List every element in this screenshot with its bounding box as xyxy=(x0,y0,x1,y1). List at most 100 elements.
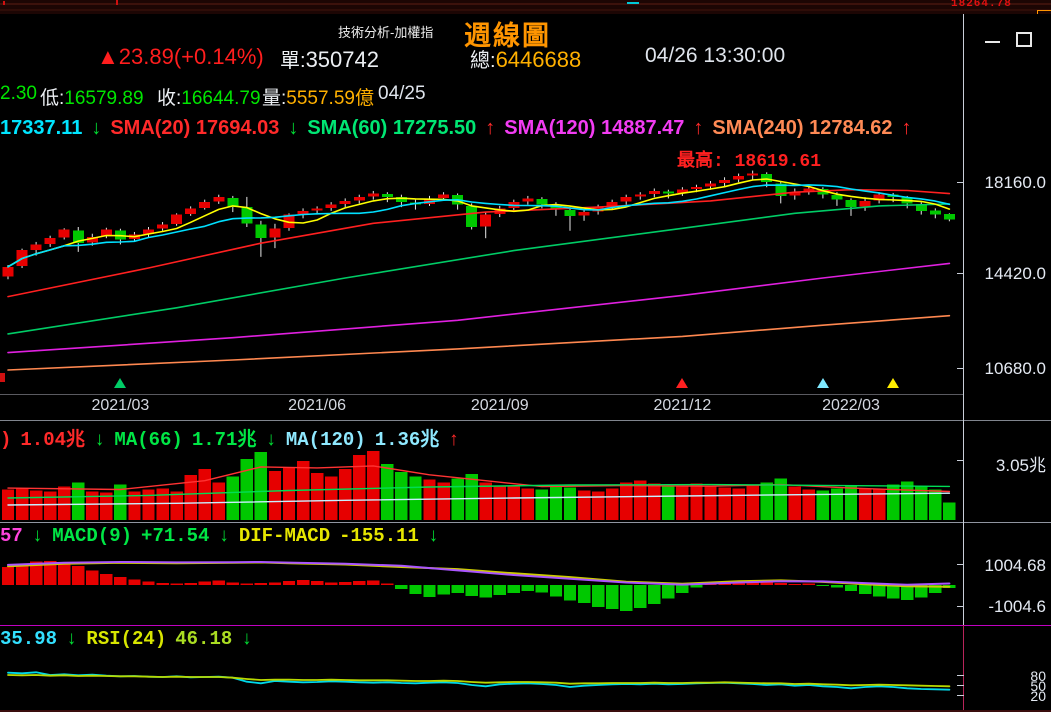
high-value-partial: 2.30 xyxy=(0,83,37,104)
legend-segment: ↓ xyxy=(31,525,44,547)
legend-segment: ↓ xyxy=(218,525,230,547)
x-axis-month-label: 2021/03 xyxy=(91,397,150,414)
quote-datetime: 04/26 13:30:00 xyxy=(645,44,786,67)
bottom-edge xyxy=(0,710,1051,712)
separator-volume xyxy=(0,420,1051,421)
legend-segment: ↓ xyxy=(241,628,253,650)
main-price-chart[interactable] xyxy=(0,165,963,393)
low-group: 低:16579.89 xyxy=(40,83,144,110)
top-residual-strip: 18264.78 xyxy=(0,0,1051,15)
rsi-chart[interactable] xyxy=(0,652,963,710)
legend-segment: 57 xyxy=(0,525,23,547)
legend-segment: DIF-MACD xyxy=(238,525,331,547)
legend-segment: ↑ xyxy=(485,117,496,139)
unit-volume: 單:350742 xyxy=(280,44,379,73)
residual-price-value: 18264.78 xyxy=(951,0,1012,10)
legend-segment: SMA(240) 12784.62 xyxy=(712,117,893,139)
legend-segment: ↑ xyxy=(693,117,704,139)
price-axis-line xyxy=(963,14,964,625)
legend-segment: RSI(24) xyxy=(86,628,167,650)
legend-segment: ↓ xyxy=(288,117,299,139)
total-volume: 總:6446688 xyxy=(470,44,581,73)
unit-label: 單: xyxy=(280,50,306,72)
unit-value: 350742 xyxy=(305,47,379,72)
title-bar: 技術分析-加權指 週線圖 xyxy=(0,14,1051,51)
rsi-legend-row: 35.98 ↓ RSI(24) 46.18 ↓ xyxy=(0,628,262,650)
legend-segment: ↓ xyxy=(66,628,78,650)
x-axis-month-label: 2022/03 xyxy=(822,397,880,414)
axis-tick xyxy=(957,182,964,183)
volume-chart[interactable] xyxy=(0,448,963,522)
price-change: ▲23.89(+0.14%) xyxy=(97,44,264,69)
legend-segment: ↓ xyxy=(427,525,440,547)
legend-segment: SMA(120) 14887.47 xyxy=(504,117,685,139)
close-group: 收:16644.79 xyxy=(157,83,261,110)
residual-mark xyxy=(627,2,639,4)
event-marker-triangle-up xyxy=(676,378,689,388)
volume-value: 5557.59億 xyxy=(286,88,374,109)
rsi-tick-label: 20 xyxy=(1030,688,1046,704)
legend-segment: ↓ xyxy=(94,429,106,451)
event-marker-triangle-up xyxy=(816,378,829,388)
quote-date: 04/25 xyxy=(378,83,426,104)
axis-tick xyxy=(957,606,964,607)
app-title: 技術分析-加權指 xyxy=(338,25,434,40)
volume-tick-label: 3.05兆 xyxy=(995,456,1046,475)
legend-segment: MA(120) xyxy=(285,429,366,451)
low-value: 16579.89 xyxy=(64,88,144,109)
rsi-tick-label: 50 xyxy=(1030,678,1046,694)
minimize-icon[interactable] xyxy=(985,41,1000,43)
axis-tick xyxy=(957,675,964,676)
x-axis-month-label: 2021/09 xyxy=(470,397,529,414)
legend-segment: 17337.11 xyxy=(0,117,83,139)
legend-segment: ↓ xyxy=(91,117,102,139)
volume-legend-row: ) 1.04兆 ↓ MA(66) 1.71兆 ↓ MA(120) 1.36兆 ↑ xyxy=(0,424,469,451)
axis-tick xyxy=(957,695,964,696)
volume-group: 量:5557.59億 xyxy=(262,83,374,110)
total-value: 6446688 xyxy=(495,47,582,72)
legend-segment: -155.11 xyxy=(339,525,419,547)
x-axis-month-label: 2021/06 xyxy=(288,397,347,414)
rsi-tick-label: 80 xyxy=(1030,668,1046,684)
legend-segment: 1.71兆 xyxy=(191,429,257,451)
residual-mark xyxy=(3,1,5,5)
axis-tick xyxy=(957,685,964,686)
separator-rsi xyxy=(0,625,1051,626)
residual-band xyxy=(0,3,1051,5)
legend-segment: ↑ xyxy=(448,429,460,451)
legend-segment: SMA(20) 17694.03 xyxy=(110,117,280,139)
maximize-icon[interactable] xyxy=(1016,32,1032,47)
macd-tick-label: 1004.68 xyxy=(984,556,1046,575)
rsi-axis-line xyxy=(963,625,964,710)
price-tick-label: 14420.0 xyxy=(984,264,1046,283)
close-label: 收: xyxy=(157,88,182,109)
event-marker-triangle-up xyxy=(114,378,127,388)
macd-legend-row: 57 ↓ MACD(9) +71.54 ↓ DIF-MACD -155.11 ↓ xyxy=(0,525,448,547)
total-label: 總: xyxy=(470,50,496,72)
chart-period-title: 週線圖 xyxy=(464,21,551,51)
sma-legend-row: 17337.11 ↓ SMA(20) 17694.03 ↓ SMA(60) 17275.… xyxy=(0,117,921,140)
legend-segment: 46.18 xyxy=(175,628,233,650)
legend-segment: ) xyxy=(0,429,12,451)
axis-tick xyxy=(957,273,964,274)
residual-mark xyxy=(1037,10,1051,14)
legend-segment: 35.98 xyxy=(0,628,58,650)
legend-segment: ↓ xyxy=(265,429,277,451)
highest-annotation: 最高: 18619.61 xyxy=(677,152,822,172)
axis-tick xyxy=(957,460,964,461)
legend-segment: SMA(60) 17275.50 xyxy=(307,117,477,139)
low-label: 低: xyxy=(40,88,65,109)
price-tick-label: 10680.0 xyxy=(984,359,1046,378)
residual-band xyxy=(0,9,1051,11)
macd-chart[interactable] xyxy=(0,550,963,623)
axis-tick xyxy=(957,368,964,369)
left-edge-marker xyxy=(0,373,5,382)
legend-segment: 1.04兆 xyxy=(20,429,86,451)
event-marker-triangle-up xyxy=(887,378,900,388)
macd-tick-label: -1004.6 xyxy=(988,597,1046,616)
legend-segment: MACD(9) xyxy=(52,525,133,547)
separator-macd xyxy=(0,522,1051,523)
legend-segment: MA(66) xyxy=(114,429,183,451)
volume-label: 量: xyxy=(262,88,287,109)
